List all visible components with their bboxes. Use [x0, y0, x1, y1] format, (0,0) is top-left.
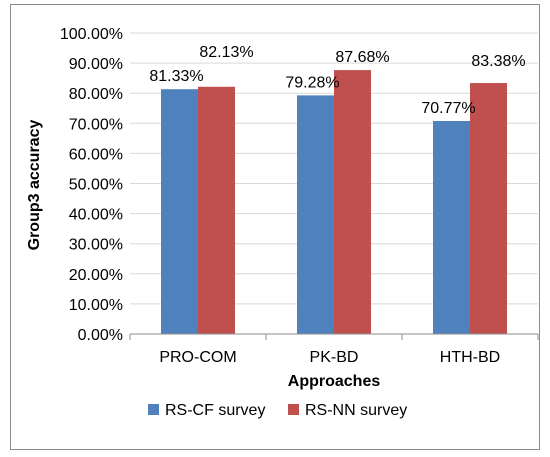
legend: RS-CF survey RS-NN survey	[148, 402, 407, 419]
y-axis-ticks: 0.00% 10.00% 20.00% 30.00% 40.00% 50.00% 60.00…	[60, 26, 123, 344]
x-axis-ticks: PRO-COM PK-BD HTH-BD	[129, 334, 539, 366]
y-axis-title: Group3 accuracy	[26, 120, 43, 251]
legend-swatch	[288, 404, 299, 415]
y-tick-label: 80.00%	[69, 86, 123, 103]
y-tick-label: 70.00%	[69, 116, 123, 133]
y-tick-label: 50.00%	[69, 177, 123, 194]
bar-rs-cf-survey-pk-bd	[297, 95, 334, 334]
data-labels: 81.33% 82.13% 79.28% 87.68% 70.77% 83.38%	[149, 44, 525, 117]
data-label: 87.68%	[335, 49, 389, 66]
y-tick-label: 30.00%	[69, 237, 123, 254]
y-tick-label: 40.00%	[69, 207, 123, 224]
x-tick-label: PRO-COM	[159, 349, 236, 366]
bars	[161, 70, 507, 335]
y-tick-label: 10.00%	[69, 297, 123, 314]
y-tick-label: 0.00%	[78, 327, 123, 344]
legend-label: RS-NN survey	[305, 402, 407, 419]
x-tick-label: HTH-BD	[440, 349, 500, 366]
y-tick-label: 60.00%	[69, 146, 123, 163]
bar-rs-cf-survey-pro-com	[161, 89, 198, 334]
data-label: 81.33%	[149, 68, 203, 85]
data-label: 83.38%	[471, 53, 525, 70]
bar-rs-nn-survey-hth-bd	[470, 83, 507, 334]
bar-rs-nn-survey-pro-com	[198, 86, 235, 334]
data-label: 70.77%	[421, 100, 475, 117]
x-tick-label: PK-BD	[310, 349, 359, 366]
legend-label: RS-CF survey	[165, 402, 265, 419]
bar-rs-cf-survey-hth-bd	[433, 120, 470, 334]
data-label: 82.13%	[199, 44, 253, 61]
y-tick-label: 90.00%	[69, 56, 123, 73]
y-tick-label: 100.00%	[60, 26, 123, 43]
y-tick-label: 20.00%	[69, 267, 123, 284]
legend-swatch	[148, 404, 159, 415]
bar-rs-nn-survey-pk-bd	[334, 70, 371, 335]
x-axis-title: Approaches	[288, 373, 381, 390]
data-label: 79.28%	[285, 74, 339, 91]
